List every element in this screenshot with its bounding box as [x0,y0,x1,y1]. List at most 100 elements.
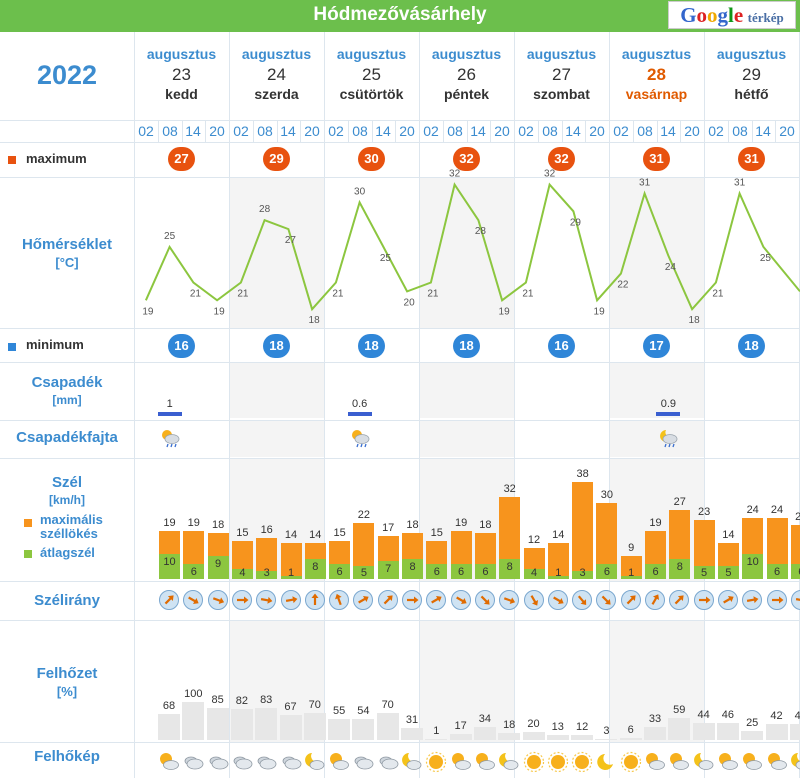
day-month: augusztus [336,46,407,62]
temperature-point-label: 32 [449,169,461,180]
cloud-value: 70 [381,699,394,712]
wind-avg-value: 4 [239,567,246,579]
hour-divider [775,120,776,142]
wind-gust-value: 14 [284,529,298,542]
wind-gust-value: 38 [576,468,589,481]
day-shade [229,420,324,457]
wind-direction-arrow-icon [523,590,544,610]
temperature-point-label: 19 [499,306,511,317]
day-shade [609,362,704,418]
row-divider [0,362,800,363]
temperature-point-label: 28 [259,204,271,215]
day-weekday: hétfő [734,86,769,102]
wind-avg-value: 1 [628,567,635,579]
sun-cloud-icon [328,751,350,773]
hour-label: 20 [304,123,320,139]
wind-avg-bar [742,553,764,579]
cloud-value: 12 [575,721,589,734]
wind-avg-value: 8 [409,560,416,573]
precip-value: 0.9 [660,398,677,410]
cloud-value: 55 [332,705,346,718]
sun-cloud-icon [741,751,763,773]
moon-cloud-icon [304,751,326,773]
cloud-bar [546,735,569,740]
sun-cloud-icon [766,751,788,773]
temperature-point-label: 27 [285,235,297,246]
cloud-bar [765,724,788,740]
wind-avg-bar [474,563,496,579]
temperature-point-label: 24 [665,262,677,273]
hour-divider [300,120,301,142]
wind-direction-arrow-icon [304,590,325,610]
wind-avg-bar [766,563,788,579]
wind-direction-arrow-icon [426,590,447,610]
day-divider [609,32,610,778]
wind-label: Szél [51,474,82,491]
hour-label: 08 [447,123,463,139]
cloud-bar [328,719,351,740]
hour-label: 14 [185,123,201,139]
row-divider [0,420,800,421]
day-divider [514,32,515,778]
wind-avg-bar [620,576,642,579]
max-temp-badge: 29 [263,147,290,171]
wind-gust-value: 18 [406,519,419,532]
wind-gust-value: 14 [552,529,565,542]
cloud-value: 31 [405,714,419,727]
day-number: 23 [172,65,191,84]
wind-direction-arrow-icon [450,590,471,610]
cloud-value: 6 [627,723,634,736]
wind-gust-bar [256,538,278,579]
hour-label: 08 [162,123,178,139]
day-header: augusztus 23 kedd [134,32,229,120]
wind-gust-bar [547,543,569,579]
hour-label: 14 [375,123,391,139]
hour-label: 02 [613,123,629,139]
wind-direction-arrow-icon [499,590,520,610]
day-weekday: vasárnap [625,86,688,102]
cloud-value: 54 [357,705,370,718]
wind-gust-value: 18 [479,519,492,532]
cloud-icon [207,751,229,773]
moon-cloud-rain-icon [657,427,679,449]
wind-gust-bar [596,502,618,579]
day-month: augusztus [431,46,502,62]
cloud-bar [644,727,666,740]
cloud-bar [182,702,205,740]
day-weekday: péntek [443,86,490,102]
moon-cloud-icon [401,751,423,773]
day-month: augusztus [241,46,312,62]
cloud-bar [376,713,399,740]
day-month: augusztus [621,46,692,62]
cloud-bar [571,735,594,740]
hour-divider [728,120,729,142]
max-temp-badge: 31 [643,147,670,171]
page-title: Hódmezővásárhely [313,4,487,25]
temp-row-label: Hőmérséklet [°C] [0,236,134,270]
min-temp-badge: 17 [643,334,670,358]
min-legend-square [8,343,16,351]
hour-divider [562,120,563,142]
temperature-point-label: 18 [309,315,321,326]
wind-gust-value: 15 [236,526,249,539]
day-month: augusztus [146,46,217,62]
hour-divider [490,120,491,142]
max-temp-badge: 32 [548,147,575,171]
cloud-value: 1 [433,725,440,737]
cloud-value: 33 [648,713,662,726]
wind-avg-value: 6 [190,565,197,578]
cloud-value: 59 [673,703,686,716]
wind-avg-bar [572,571,594,579]
hour-label: 08 [257,123,273,139]
gust-legend-square [24,519,32,527]
day-header: augusztus 29 hétfő [704,32,799,120]
hour-divider [395,120,396,142]
wind-direction-arrow-icon [474,590,495,610]
day-number: 28 [647,65,666,84]
wind-direction-arrow-icon [280,590,301,610]
wind-avg-bar [450,563,472,579]
google-map-link[interactable]: Google térkép [668,1,796,29]
hour-divider [253,120,254,142]
